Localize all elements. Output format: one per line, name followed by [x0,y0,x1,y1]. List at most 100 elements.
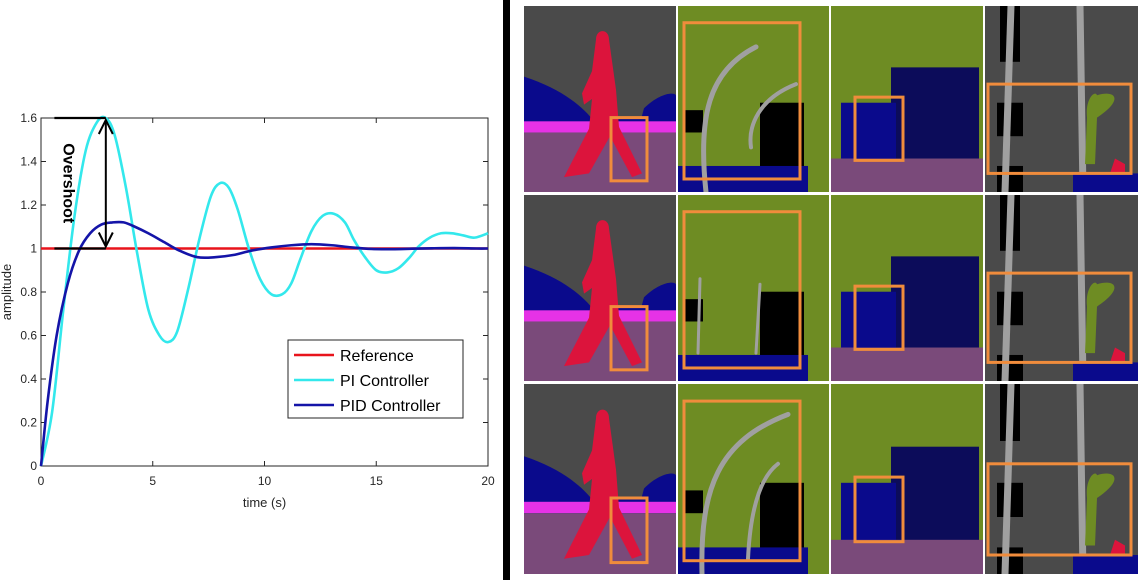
panel-divider [503,0,510,580]
highlight-box [609,496,649,565]
pole-region [1076,6,1087,192]
segmentation-map [678,195,829,381]
pole-region [701,44,759,192]
pole-region [746,461,780,561]
highlight-box [682,21,802,181]
y-tick-label: 0.2 [20,416,37,430]
line-chart: 0 5 10 15 20 0 0.2 0.4 0.6 0.8 1 1.2 1.4 1.6 time (s) a… [0,111,495,510]
pedestrian-region [564,409,642,559]
overshoot-label: Overshoot [60,143,77,224]
y-tick-label: 0.8 [20,285,37,299]
legend-label-reference: Reference [340,348,414,365]
overshoot-arrowhead-down [97,232,114,249]
highlight-box [609,116,649,183]
segmentation-tile-pedestrian-row-3 [524,384,676,574]
y-axis-label: amplitude [0,264,14,320]
segmentation-map [678,6,829,192]
y-tick-label: 1.4 [20,155,37,169]
segmentation-tile-street-row-1 [985,6,1138,192]
series-line-pid-controller [39,220,489,467]
x-tick-label: 10 [258,474,272,488]
segmentation-tile-pole-row-3 [678,384,829,574]
pole-region [1076,195,1087,381]
pole-region [1001,384,1015,574]
segmentation-tile-pedestrian-row-1 [524,6,676,192]
vegetation-region [1085,473,1115,546]
building-region [683,110,703,133]
segmentation-map [524,6,676,192]
building-region [760,482,804,559]
y-tick-label: 1.6 [20,111,37,125]
truck-region [891,67,979,170]
segmentation-map [985,6,1138,192]
highlight-box [853,95,905,162]
building-region [683,490,703,514]
y-tick-label: 1.2 [20,198,37,212]
overshoot-arrowhead-up [97,117,114,135]
highlight-box [986,462,1133,557]
series-lines [39,115,489,467]
highlight-box [986,271,1133,364]
x-tick-label: 0 [38,474,45,488]
segmentation-tile-truck-row-2 [831,195,983,381]
segmentation-tile-truck-row-1 [831,6,983,192]
segmentation-map [831,6,983,192]
pedestrian-region [1110,347,1125,363]
highlight-box [682,210,802,370]
pedestrian-region [564,220,642,367]
legend-label-pid-controller: PID Controller [340,398,441,415]
truck-region [891,446,979,552]
segmentation-map [985,195,1138,381]
pedestrian-region [1110,158,1125,174]
y-tick-label: 0.6 [20,329,37,343]
y-tick-label: 0 [30,459,37,473]
segmentation-map [831,384,983,574]
y-tick-label: 0.4 [20,372,37,386]
road-region [831,347,983,381]
vehicle-region [841,102,896,165]
legend-label-pi-controller: PI Controller [340,373,430,390]
road-region [831,158,983,192]
x-axis-label: time (s) [243,495,286,510]
x-tick-label: 20 [481,474,495,488]
vegetation-region [1085,93,1115,165]
overshoot-annotation: Overshoot [54,116,114,250]
pedestrian-region [1110,539,1125,555]
pole-region [1001,6,1015,192]
highlight-box [853,475,905,544]
vegetation-region [1085,282,1115,354]
building-region [997,165,1023,192]
segmentation-tile-pole-row-2 [678,195,829,381]
x-tick-label: 15 [370,474,384,488]
segmentation-grid [510,0,1138,580]
segmentation-tile-street-row-3 [985,384,1138,574]
pole-region [699,411,791,574]
chart-panel: 0 5 10 15 20 0 0.2 0.4 0.6 0.8 1 1.2 1.4 1.6 time (s) a… [0,0,500,580]
segmentation-tile-pole-row-1 [678,6,829,192]
vehicle-region [841,291,896,354]
highlight-box [682,399,802,563]
pole-region [696,277,702,355]
y-tick-label: 1 [30,242,37,256]
pole-region [748,82,798,150]
building-region [997,354,1023,381]
vehicle-region [841,482,896,546]
segmentation-map [985,384,1138,574]
segmentation-map [678,384,829,574]
axes: 0 5 10 15 20 0 0.2 0.4 0.6 0.8 1 1.2 1.4 1.6 time (s) a… [0,111,495,510]
x-tick-label: 5 [149,474,156,488]
segmentation-tile-truck-row-3 [831,384,983,574]
building-region [760,291,804,367]
segmentation-map [524,195,676,381]
pedestrian-region [564,31,642,178]
vegetation-region [678,6,829,192]
segmentation-tile-street-row-2 [985,195,1138,381]
building-region [760,102,804,178]
road-region [831,539,983,574]
vehicle-region [1073,173,1138,192]
building-region [997,547,1023,574]
legend: Reference PI Controller PID Controller [287,339,464,419]
segmentation-map [831,195,983,381]
pole-region [1001,195,1015,381]
highlight-box [986,82,1133,175]
